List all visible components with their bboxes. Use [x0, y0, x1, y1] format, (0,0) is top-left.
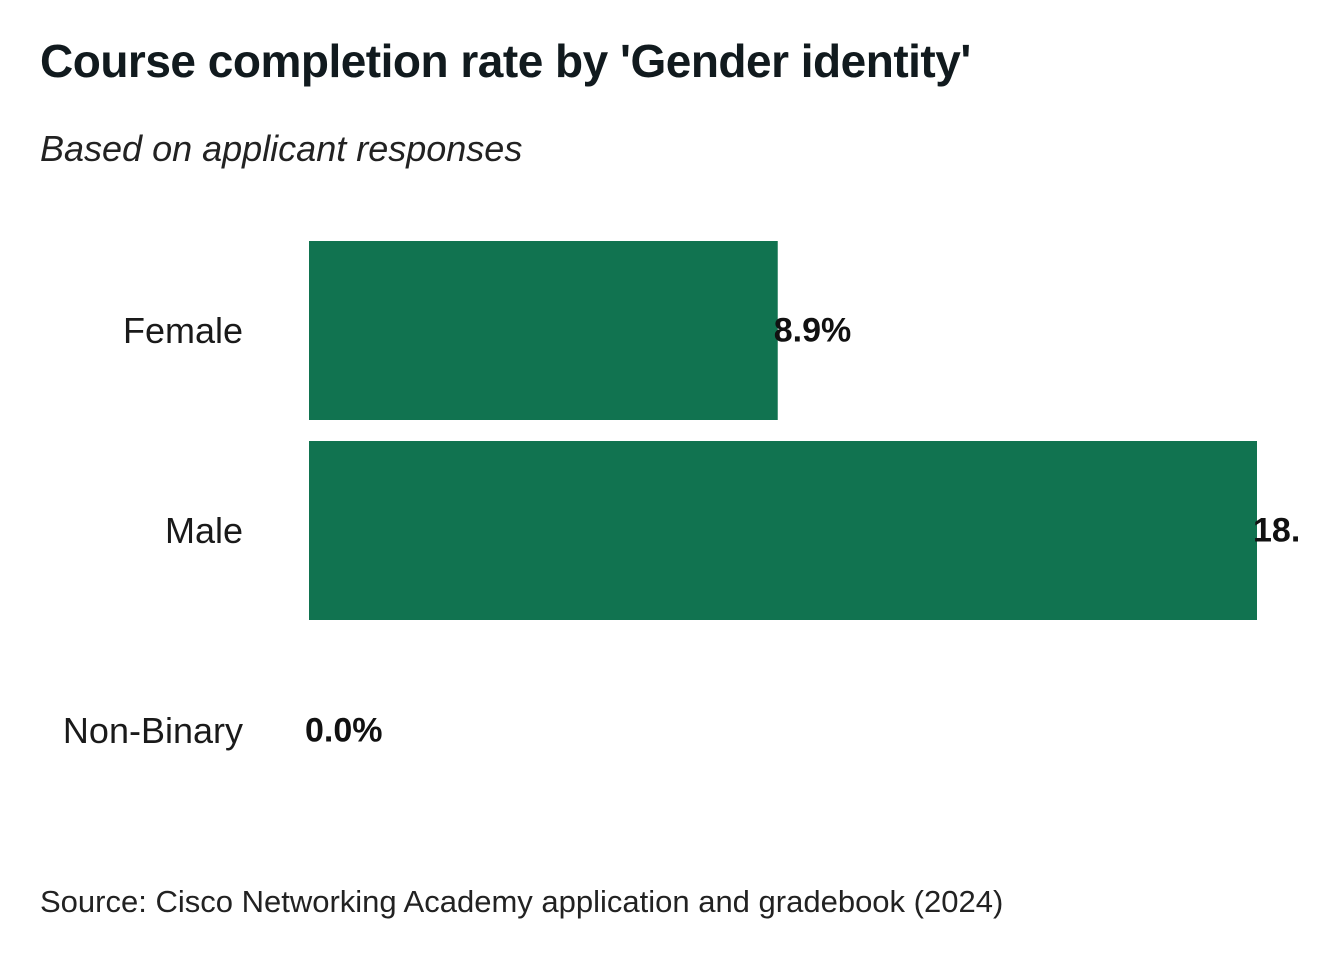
source-note: Source: Cisco Networking Academy applica… [40, 884, 1004, 919]
bar-female [309, 241, 778, 420]
labels-layer: Female 8.9% Male 18. Non-Binary 0.0% [63, 310, 1300, 751]
bar-male [309, 441, 1257, 620]
value-label: 8.9% [774, 312, 852, 350]
category-label: Non-Binary [63, 710, 243, 751]
chart-title: Course completion rate by 'Gender identi… [40, 35, 971, 87]
category-label: Female [123, 310, 243, 351]
bars-layer [309, 241, 1257, 620]
chart-subtitle: Based on applicant responses [40, 128, 523, 169]
category-label: Male [165, 510, 243, 551]
value-label: 18. [1253, 512, 1300, 550]
value-label: 0.0% [305, 712, 383, 750]
